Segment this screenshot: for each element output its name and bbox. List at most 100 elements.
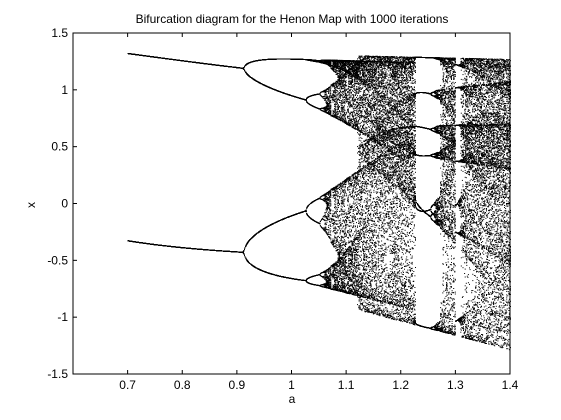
data-point (172, 59, 174, 60)
data-point (138, 241, 139, 243)
data-point (166, 58, 168, 60)
data-point (153, 56, 155, 58)
data-point (152, 56, 154, 58)
data-point (186, 60, 188, 62)
data-point (177, 246, 179, 248)
data-point (133, 241, 135, 243)
data-point (164, 245, 166, 247)
data-point (135, 54, 137, 56)
data-point (190, 61, 192, 63)
data-point (127, 53, 129, 54)
data-point (164, 58, 166, 59)
data-point (157, 57, 159, 58)
data-point (159, 244, 161, 246)
data-point (147, 243, 149, 245)
data-point (187, 247, 189, 249)
data-point (128, 240, 130, 242)
data-point (184, 247, 186, 249)
data-point (166, 245, 168, 247)
data-point (162, 57, 163, 59)
data-point (165, 58, 167, 60)
data-point (127, 240, 129, 242)
data-point (192, 248, 194, 250)
data-point (160, 244, 162, 246)
data-point (194, 248, 196, 250)
data-point (175, 59, 177, 61)
data-point (171, 58, 173, 60)
data-point (129, 53, 131, 55)
data-point (188, 247, 190, 249)
data-point (147, 55, 149, 57)
data-point (162, 245, 163, 246)
data-point (194, 61, 196, 63)
data-point (136, 54, 138, 56)
data-point (158, 244, 160, 246)
data-point (193, 248, 195, 250)
data-point (150, 56, 151, 58)
data-point (190, 248, 192, 249)
data-point (163, 245, 165, 247)
data-point (138, 54, 139, 56)
data-point (175, 246, 177, 248)
data-point (142, 55, 144, 57)
data-point (142, 242, 144, 244)
data-point (135, 241, 137, 243)
data-point (156, 56, 157, 58)
data-point (169, 245, 171, 247)
data-point (179, 246, 181, 248)
data-point (178, 246, 180, 248)
data-point (146, 243, 148, 245)
data-point (171, 246, 173, 248)
data-point (179, 60, 181, 61)
data-point (152, 243, 154, 245)
data-point (131, 53, 133, 55)
data-point (192, 61, 194, 63)
data-point (181, 247, 183, 249)
data-point (129, 240, 131, 242)
data-point (133, 53, 135, 55)
data-point (191, 248, 193, 250)
data-point (173, 246, 175, 248)
data-point (140, 54, 142, 56)
data-point (141, 242, 143, 244)
data-point (163, 57, 165, 59)
data-point (168, 58, 169, 60)
data-point (146, 55, 148, 57)
data-point (144, 242, 145, 244)
data-point (132, 241, 134, 243)
data-point (154, 244, 156, 246)
data-point (180, 60, 182, 62)
data-point (134, 241, 136, 243)
data-point (141, 55, 143, 56)
data-point (173, 59, 175, 61)
data-point (178, 59, 180, 61)
data-point (128, 53, 130, 55)
data-point (156, 244, 157, 246)
data-point (151, 243, 153, 245)
data-point (136, 241, 138, 243)
data-point (185, 247, 187, 249)
data-point (183, 60, 185, 62)
data-point (145, 242, 147, 244)
data-point (148, 55, 150, 57)
data-point (180, 247, 182, 249)
data-point (183, 247, 185, 249)
data-point (131, 240, 133, 242)
data-point (158, 57, 160, 59)
data-point (186, 247, 188, 249)
data-point (187, 61, 189, 62)
data-point (170, 58, 172, 60)
data-point (154, 56, 156, 58)
data-point (148, 243, 150, 245)
data-point (144, 55, 145, 57)
data-point (150, 243, 151, 245)
data-point (145, 55, 147, 57)
data-point (177, 59, 179, 61)
data-point (172, 246, 174, 248)
data-point (139, 54, 141, 56)
data-point (176, 246, 178, 248)
data-point (169, 58, 171, 60)
data-point (176, 59, 178, 61)
data-point (153, 244, 155, 246)
